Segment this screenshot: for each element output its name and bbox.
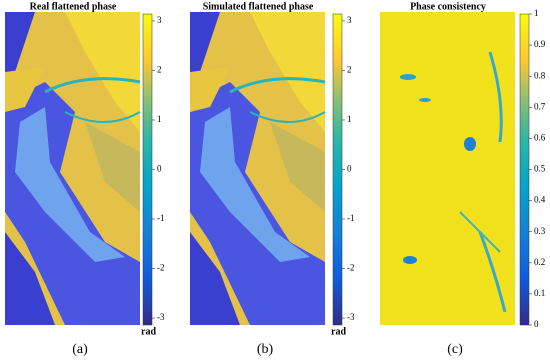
colorbar <box>142 13 153 326</box>
colorbar-tick-label: 1 <box>157 114 162 124</box>
colorbar-unit: rad <box>331 326 346 337</box>
colorbar-tick-label: 0.3 <box>534 226 546 236</box>
colorbar-tick-label: 0.9 <box>534 39 546 49</box>
colorbar-tick-label: 0 <box>157 164 162 174</box>
panel-image <box>378 10 517 327</box>
colorbar-tick-label: 0.2 <box>534 257 545 267</box>
colorbar-tick-label: 0.7 <box>534 101 546 111</box>
colorbar-unit: rad <box>141 326 156 337</box>
panel-caption: (b) <box>257 342 274 357</box>
colorbar-tick-label: -2 <box>347 263 355 273</box>
colorbar-tick-label: -1 <box>347 213 355 223</box>
colorbar <box>332 13 343 326</box>
colorbar-tick-label: -3 <box>347 312 355 322</box>
colorbar-tick-label: 0.8 <box>534 70 546 80</box>
colorbar-tick-label: 0.1 <box>534 288 545 298</box>
colorbar-tick-label: -3 <box>157 312 165 322</box>
colorbar-tick-label: 3 <box>157 15 162 25</box>
colorbar-tick-label: 0.5 <box>534 164 546 174</box>
colorbar-tick-label: 2 <box>347 65 352 75</box>
panel-title: Real flattened phase <box>30 1 117 12</box>
panel-title: Simulated flattened phase <box>203 1 314 12</box>
colorbar-tick-label: 0.6 <box>534 132 546 142</box>
colorbar-tick-label: 1 <box>347 114 352 124</box>
panel-caption: (a) <box>72 342 88 357</box>
panel-image <box>3 10 142 327</box>
colorbar-tick-label: 1 <box>534 8 539 18</box>
colorbar-tick-label: 3 <box>347 15 352 25</box>
panel-title: Phase consistency <box>410 1 486 12</box>
panel-caption: (c) <box>447 342 463 357</box>
colorbar-tick-label: 0.4 <box>534 195 546 205</box>
colorbar-tick-label: 0 <box>534 319 539 329</box>
colorbar-tick-label: 2 <box>157 65 162 75</box>
colorbar <box>519 13 530 326</box>
colorbar-tick-label: -2 <box>157 263 165 273</box>
panel-image <box>188 10 327 327</box>
colorbar-tick-label: 0 <box>347 164 352 174</box>
colorbar-tick-label: -1 <box>157 213 165 223</box>
